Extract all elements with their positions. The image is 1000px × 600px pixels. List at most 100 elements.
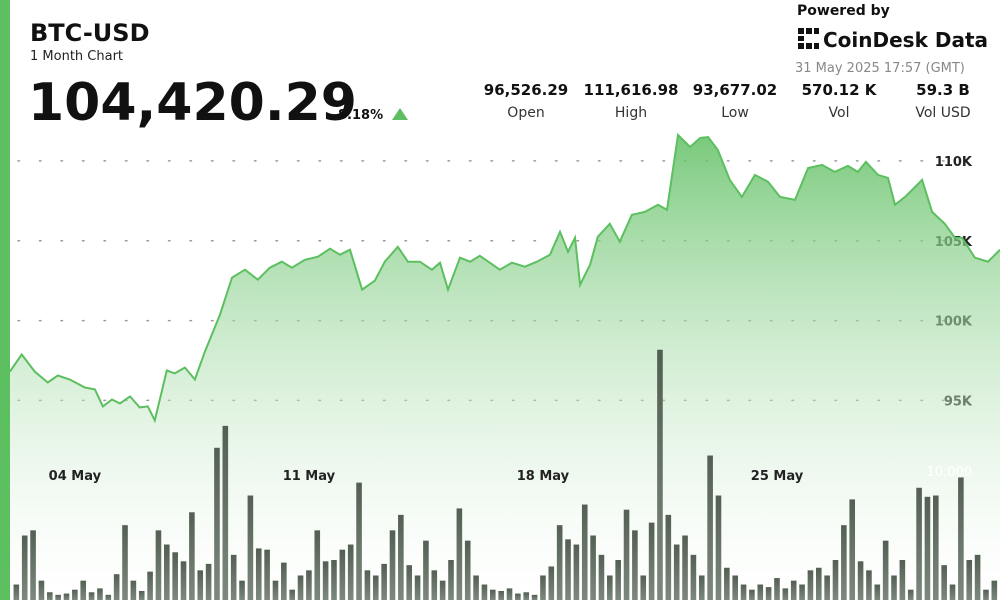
stat-value: 96,526.29 bbox=[484, 81, 568, 99]
stat-label: Open bbox=[507, 105, 544, 121]
price-line bbox=[9, 132, 1000, 424]
stat-label: Vol USD bbox=[915, 105, 970, 121]
volume-bar bbox=[774, 578, 780, 600]
volume-bar bbox=[556, 525, 563, 600]
timestamp: 31 May 2025 17:57 (GMT) bbox=[795, 61, 965, 76]
volume-bar bbox=[97, 588, 103, 600]
stat-value: 59.3 B bbox=[916, 81, 970, 99]
volume-bar bbox=[540, 575, 546, 600]
stat-label: Vol bbox=[829, 105, 850, 121]
volume-bar bbox=[698, 575, 705, 600]
volume-bar bbox=[690, 554, 697, 600]
volume-bar bbox=[498, 590, 504, 600]
volume-bar bbox=[381, 563, 387, 600]
volume-bar bbox=[88, 592, 95, 600]
volume-bar bbox=[13, 584, 20, 600]
volume-bar bbox=[949, 584, 956, 600]
volume-bar bbox=[740, 584, 747, 600]
volume-bar bbox=[815, 567, 822, 600]
volume-bar bbox=[55, 594, 61, 600]
volume-bar bbox=[339, 549, 346, 600]
volume-bar bbox=[523, 592, 530, 600]
volume-bar bbox=[30, 530, 36, 600]
y-tick-label: 110K bbox=[935, 155, 973, 170]
volume-bar bbox=[640, 575, 647, 600]
x-tick-label: 25 May bbox=[751, 469, 804, 484]
volume-bar bbox=[899, 560, 906, 600]
volume-bar bbox=[281, 562, 287, 600]
volume-bar bbox=[138, 590, 145, 600]
symbol: BTC-USD bbox=[30, 19, 149, 47]
volume-bar bbox=[38, 580, 45, 600]
volume-bar bbox=[155, 530, 162, 600]
volume-bar bbox=[406, 565, 413, 600]
volume-bar bbox=[247, 495, 254, 600]
volume-bar bbox=[841, 525, 847, 600]
volume-bar bbox=[724, 567, 730, 600]
volume-bar bbox=[581, 504, 588, 600]
volume-bar bbox=[289, 589, 295, 600]
volume-bar bbox=[214, 447, 220, 600]
volume-bar bbox=[431, 570, 438, 600]
volume-bar bbox=[832, 560, 839, 600]
volume-bar bbox=[757, 584, 764, 600]
stat-value: 570.12 K bbox=[802, 81, 878, 99]
volume-bar bbox=[147, 571, 153, 600]
volume-bar bbox=[799, 584, 805, 600]
volume-bar bbox=[991, 580, 998, 600]
volume-bar bbox=[782, 588, 789, 600]
volume-bar bbox=[933, 495, 939, 600]
volume-bar bbox=[849, 499, 856, 600]
volume-bar bbox=[673, 544, 680, 600]
volume-bar bbox=[907, 589, 914, 600]
volume-bar bbox=[456, 508, 463, 600]
volume-bar bbox=[765, 587, 772, 600]
volume-bar bbox=[983, 589, 989, 600]
volume-bar bbox=[874, 584, 881, 600]
volume-bar bbox=[573, 544, 580, 600]
volume-bar bbox=[347, 544, 354, 600]
volume-bar bbox=[130, 580, 137, 600]
volume-bar bbox=[398, 514, 404, 600]
volume-bar bbox=[548, 566, 555, 600]
volume-bar bbox=[958, 477, 964, 600]
volume-bar bbox=[489, 589, 496, 600]
volume-bar bbox=[707, 455, 713, 600]
x-tick-label: 18 May bbox=[517, 469, 570, 484]
volume-bar bbox=[974, 554, 981, 600]
volume-bar bbox=[46, 592, 53, 600]
change: 8.18% bbox=[338, 108, 383, 123]
volume-bar bbox=[473, 575, 479, 600]
volume-bar bbox=[515, 593, 521, 600]
volume-bar bbox=[189, 512, 195, 600]
volume-bar bbox=[882, 540, 889, 600]
up-arrow bbox=[392, 108, 408, 120]
volume-bar bbox=[197, 570, 204, 600]
logo-text: CoinDesk Data bbox=[823, 28, 988, 52]
logo-icon bbox=[798, 28, 819, 49]
volume-bar bbox=[414, 575, 421, 600]
volume-bar bbox=[506, 588, 513, 600]
volume-bar bbox=[222, 425, 229, 600]
volume-bar bbox=[105, 594, 112, 600]
stat-value: 111,616.98 bbox=[584, 81, 679, 99]
volume-bar bbox=[632, 530, 638, 600]
volume-bar bbox=[297, 575, 304, 600]
subtitle: 1 Month Chart bbox=[30, 49, 123, 64]
volume-bar bbox=[63, 593, 70, 600]
volume-bar bbox=[205, 563, 212, 600]
volume-bar bbox=[72, 589, 78, 600]
volume-bar bbox=[807, 570, 814, 600]
volume-bar bbox=[448, 560, 454, 600]
volume-bar bbox=[790, 580, 797, 600]
volume-bar bbox=[164, 544, 170, 600]
volume-bar bbox=[682, 535, 688, 600]
volume-bar bbox=[732, 575, 738, 600]
volume-bar bbox=[314, 530, 321, 600]
volume-bar bbox=[665, 514, 672, 600]
x-tick-label: 04 May bbox=[49, 469, 102, 484]
stat-label: High bbox=[615, 105, 647, 121]
stats: 96,526.29 Open 111,616.98 High 93,677.02 Low 5… bbox=[484, 81, 971, 121]
